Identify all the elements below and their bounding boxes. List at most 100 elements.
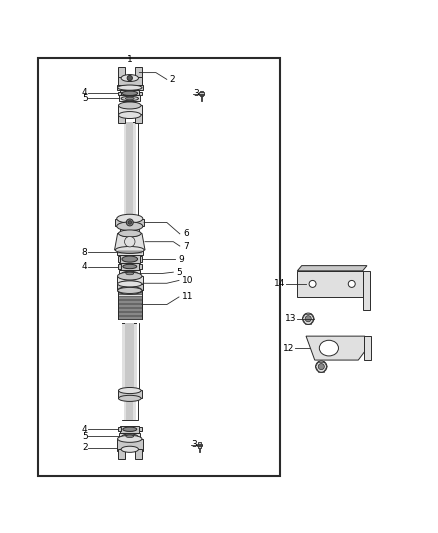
Bar — [118, 316, 141, 319]
Bar — [118, 92, 120, 94]
Polygon shape — [306, 336, 365, 360]
Bar — [119, 433, 140, 439]
Circle shape — [316, 361, 327, 372]
Bar — [116, 219, 144, 226]
Text: 4: 4 — [82, 262, 88, 271]
Ellipse shape — [118, 111, 141, 118]
Bar — [197, 443, 202, 446]
Circle shape — [126, 219, 133, 226]
Polygon shape — [117, 67, 124, 78]
Circle shape — [348, 280, 355, 287]
Bar — [136, 122, 138, 220]
Bar — [122, 398, 124, 419]
Circle shape — [305, 316, 311, 322]
Ellipse shape — [126, 435, 134, 438]
Text: 5: 5 — [82, 432, 88, 441]
Text: 2: 2 — [170, 75, 176, 84]
Circle shape — [127, 76, 132, 80]
Bar — [122, 398, 138, 419]
Bar — [201, 96, 202, 101]
Bar — [297, 271, 363, 297]
Circle shape — [318, 364, 324, 370]
Ellipse shape — [120, 231, 139, 237]
Ellipse shape — [117, 272, 142, 280]
Ellipse shape — [117, 287, 142, 294]
Ellipse shape — [121, 75, 138, 82]
Circle shape — [309, 280, 316, 287]
Text: 3: 3 — [191, 440, 198, 449]
Ellipse shape — [118, 230, 141, 237]
Ellipse shape — [117, 281, 142, 287]
Text: 1: 1 — [127, 55, 133, 64]
Text: 7: 7 — [183, 241, 189, 251]
Bar — [135, 114, 142, 123]
Ellipse shape — [120, 281, 139, 286]
Bar — [120, 323, 122, 391]
Text: 12: 12 — [283, 344, 294, 353]
Circle shape — [124, 237, 135, 247]
Ellipse shape — [118, 102, 141, 109]
Text: 4: 4 — [82, 88, 88, 98]
Ellipse shape — [116, 246, 144, 254]
Ellipse shape — [117, 222, 143, 231]
Bar — [117, 390, 142, 398]
Polygon shape — [135, 449, 142, 459]
Polygon shape — [115, 233, 145, 250]
Text: 9: 9 — [179, 255, 184, 264]
Bar — [117, 114, 124, 123]
Ellipse shape — [121, 446, 138, 453]
Bar — [119, 95, 140, 101]
Bar — [120, 226, 139, 234]
Bar — [118, 304, 141, 306]
Bar — [118, 264, 120, 269]
Bar — [117, 284, 143, 290]
Bar — [117, 106, 142, 115]
Bar — [198, 448, 200, 452]
Text: 13: 13 — [285, 314, 297, 323]
Text: 3: 3 — [194, 89, 199, 98]
Ellipse shape — [117, 435, 142, 442]
Ellipse shape — [123, 264, 137, 269]
Bar — [120, 263, 139, 270]
Text: 5: 5 — [177, 268, 182, 277]
Text: 2: 2 — [82, 443, 88, 453]
Ellipse shape — [122, 91, 138, 95]
Bar — [118, 308, 141, 311]
Ellipse shape — [117, 85, 142, 90]
Ellipse shape — [118, 387, 141, 393]
Ellipse shape — [125, 97, 134, 100]
Bar — [120, 426, 139, 433]
Bar — [118, 312, 141, 314]
Bar — [117, 85, 143, 90]
Bar — [121, 122, 138, 220]
Bar — [137, 323, 139, 391]
Bar — [120, 323, 139, 391]
Circle shape — [303, 313, 314, 325]
Bar — [198, 442, 201, 448]
Bar — [118, 296, 141, 298]
Bar — [117, 256, 120, 262]
Circle shape — [128, 221, 131, 224]
Bar — [119, 270, 140, 277]
Bar — [120, 90, 139, 96]
Ellipse shape — [319, 340, 339, 356]
Ellipse shape — [123, 427, 137, 431]
Bar — [118, 300, 141, 303]
Ellipse shape — [122, 434, 138, 439]
Text: 14: 14 — [274, 279, 286, 288]
Bar — [200, 91, 203, 96]
Bar — [39, 59, 280, 477]
Bar — [139, 264, 141, 269]
Bar — [363, 271, 371, 310]
Bar — [199, 92, 204, 95]
Polygon shape — [297, 265, 367, 271]
Ellipse shape — [117, 287, 142, 294]
Bar — [139, 92, 141, 94]
Bar — [119, 255, 140, 263]
Polygon shape — [117, 449, 124, 459]
Ellipse shape — [121, 96, 138, 101]
Ellipse shape — [122, 271, 138, 276]
Bar — [121, 122, 124, 220]
Text: 5: 5 — [82, 94, 88, 102]
Text: 8: 8 — [82, 248, 88, 256]
